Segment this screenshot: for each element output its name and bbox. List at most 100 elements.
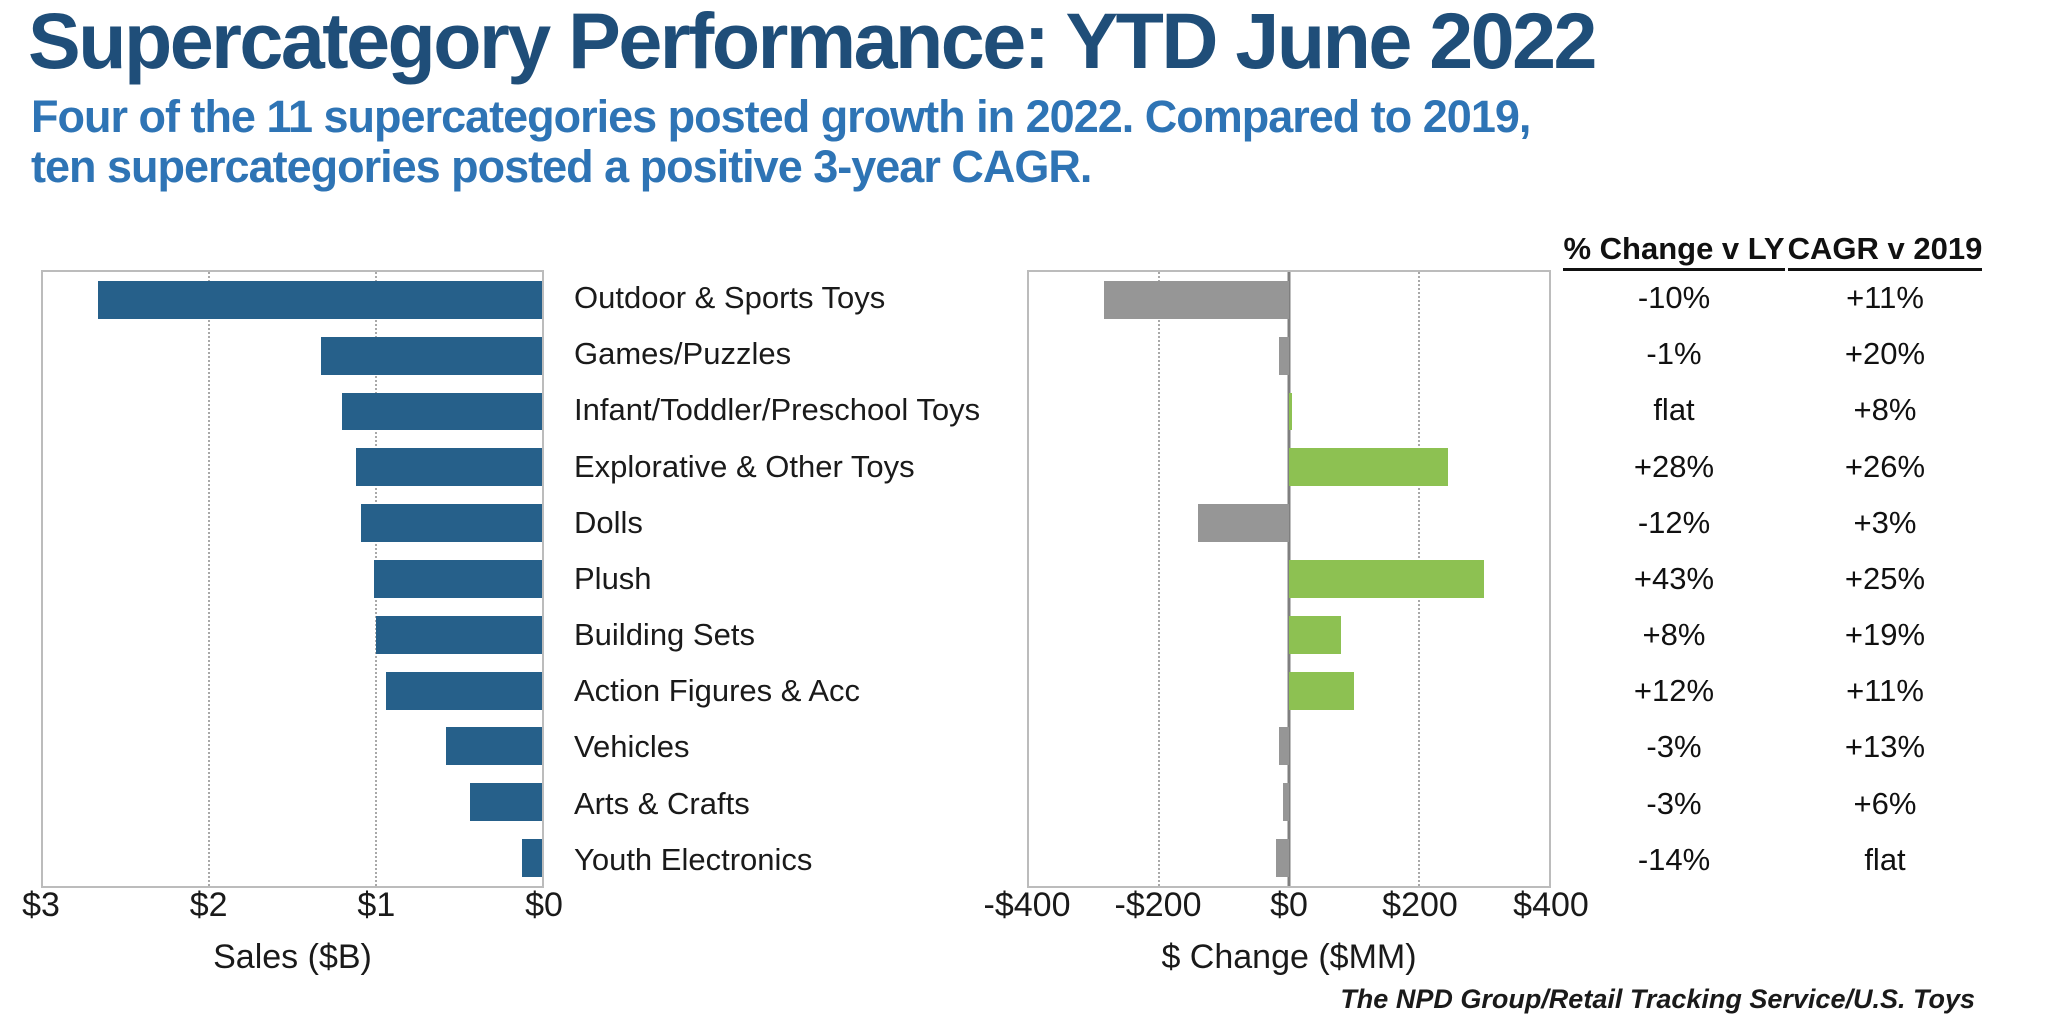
category-label-arts-crafts: Arts & Crafts	[574, 785, 750, 821]
sales-axis-tick-1: $1	[357, 886, 396, 924]
sales-bar-dolls	[360, 504, 542, 543]
sales-bar-infant-toddler-preschool-toys	[342, 392, 542, 431]
pct-change-value-outdoor-sports-toys: -10%	[1637, 280, 1711, 316]
page-title: Supercategory Performance: YTD June 2022	[28, 0, 1598, 85]
change-chart-plot	[1027, 270, 1551, 888]
change-bar-row-outdoor-sports-toys	[1029, 272, 1549, 328]
category-label-outdoor-sports-toys: Outdoor & Sports Toys	[574, 280, 886, 316]
cagr-value-vehicles: +13%	[1844, 729, 1926, 765]
page-subtitle-line1: Four of the 11 supercategories posted gr…	[31, 91, 1531, 142]
sales-bar-row-youth-electronics	[43, 830, 542, 886]
category-labels: Outdoor & Sports Toys Games/Puzzles Infant…	[574, 270, 1024, 888]
cagr-value-games-puzzles: +20%	[1844, 336, 1926, 372]
sales-bar-youth-electronics	[522, 839, 542, 878]
change-bar-building-sets	[1289, 615, 1341, 654]
change-bar-row-infant-toddler-preschool-toys	[1029, 384, 1549, 440]
sales-axis-title: Sales ($B)	[213, 938, 372, 976]
change-bar-row-youth-electronics	[1029, 830, 1549, 886]
category-label-plush: Plush	[574, 560, 652, 596]
pct-change-value-vehicles: -3%	[1646, 729, 1702, 765]
sales-bar-vehicles	[445, 727, 542, 766]
pct-change-value-action-figures-acc: +12%	[1633, 673, 1715, 709]
sales-bar-row-arts-crafts	[43, 774, 542, 830]
category-label-vehicles: Vehicles	[574, 729, 690, 765]
sales-bar-action-figures-acc	[385, 671, 542, 710]
change-bar-row-dolls	[1029, 495, 1549, 551]
change-bar-plush	[1289, 560, 1484, 598]
change-bar-row-games-puzzles	[1029, 328, 1549, 384]
sales-bar-row-vehicles	[43, 719, 542, 775]
change-bar-vehicles	[1279, 727, 1289, 766]
change-axis-tick-200: -$200	[1114, 886, 1202, 924]
pct-change-value-explorative-other-toys: +28%	[1633, 448, 1715, 484]
change-bar-infant-toddler-preschool-toys	[1289, 392, 1292, 431]
sales-chart-plot	[41, 270, 544, 888]
change-axis-tick-200: $200	[1382, 886, 1458, 924]
change-bar-row-explorative-other-toys	[1029, 439, 1549, 495]
category-label-action-figures-acc: Action Figures & Acc	[574, 673, 861, 709]
change-bar-explorative-other-toys	[1289, 448, 1449, 487]
change-axis-title: $ Change ($MM)	[1161, 938, 1417, 976]
sales-bar-row-outdoor-sports-toys	[43, 272, 542, 328]
sales-axis-tick-2: $2	[189, 886, 228, 924]
gridline	[1158, 272, 1160, 886]
change-bar-games-puzzles	[1279, 336, 1289, 375]
page-subtitle: Four of the 11 supercategories posted gr…	[31, 91, 1531, 193]
cagr-column: +11% +20% +8% +26% +3% +25% +19% +11% +13% +6% fla…	[1775, 270, 1995, 888]
sales-bar-row-plush	[43, 551, 542, 607]
sales-bar-building-sets	[375, 615, 542, 654]
change-bar-action-figures-acc	[1289, 671, 1354, 710]
change-bar-row-building-sets	[1029, 607, 1549, 663]
pct-change-value-games-puzzles: -1%	[1646, 336, 1702, 372]
pct-change-value-infant-toddler-preschool-toys: flat	[1653, 392, 1695, 428]
change-bar-row-arts-crafts	[1029, 774, 1549, 830]
change-bar-row-vehicles	[1029, 719, 1549, 775]
sales-bar-row-action-figures-acc	[43, 663, 542, 719]
cagr-value-youth-electronics: flat	[1864, 841, 1906, 877]
category-label-youth-electronics: Youth Electronics	[574, 841, 813, 877]
change-bar-row-plush	[1029, 551, 1549, 607]
sales-bar-row-building-sets	[43, 607, 542, 663]
change-axis-tick-0: $0	[1270, 886, 1308, 924]
change-axis-tick-400: -$400	[983, 886, 1071, 924]
pct-change-value-plush: +43%	[1633, 560, 1715, 596]
cagr-value-outdoor-sports-toys: +11%	[1846, 280, 1924, 316]
sales-bar-arts-crafts	[470, 783, 542, 822]
change-bar-arts-crafts	[1282, 783, 1289, 822]
pct-change-column: -10% -1% flat +28% -12% +43% +8% +12% -3% -3% -14%	[1558, 270, 1790, 888]
pct-change-value-dolls: -12%	[1637, 504, 1711, 540]
page-subtitle-line2: ten supercategories posted a positive 3-…	[31, 141, 1092, 193]
sales-x-axis-ticks: $3 $2 $1 $0	[22, 886, 563, 930]
category-label-games-puzzles: Games/Puzzles	[574, 336, 792, 372]
category-label-infant-toddler-preschool-toys: Infant/Toddler/Preschool Toys	[574, 392, 981, 428]
sales-bar-explorative-other-toys	[355, 448, 542, 487]
sales-axis-tick-0: $0	[525, 886, 563, 924]
change-bar-dolls	[1198, 504, 1289, 543]
sales-bar-row-games-puzzles	[43, 328, 542, 384]
sales-axis-tick-3: $3	[22, 886, 60, 924]
category-label-dolls: Dolls	[574, 504, 643, 540]
source-attribution: The NPD Group/Retail Tracking Service/U.…	[1340, 984, 1975, 1014]
pct-change-value-building-sets: +8%	[1642, 617, 1706, 653]
pct-change-column-header: % Change v LY	[1558, 231, 1790, 271]
cagr-value-explorative-other-toys: +26%	[1844, 448, 1926, 484]
change-axis-tick-400: $400	[1513, 886, 1589, 924]
category-label-building-sets: Building Sets	[574, 617, 755, 653]
category-label-explorative-other-toys: Explorative & Other Toys	[574, 448, 915, 484]
pct-change-value-youth-electronics: -14%	[1637, 841, 1711, 877]
change-bar-youth-electronics	[1276, 839, 1289, 878]
cagr-column-header: CAGR v 2019	[1775, 231, 1995, 271]
sales-bar-games-puzzles	[320, 336, 542, 375]
sales-bar-plush	[374, 560, 542, 598]
gridline	[208, 272, 211, 886]
cagr-value-dolls: +3%	[1853, 504, 1917, 540]
change-bar-row-action-figures-acc	[1029, 663, 1549, 719]
cagr-value-action-figures-acc: +11%	[1846, 673, 1924, 709]
cagr-value-plush: +25%	[1844, 560, 1926, 596]
cagr-value-building-sets: +19%	[1844, 617, 1926, 653]
sales-bar-row-dolls	[43, 495, 542, 551]
cagr-value-arts-crafts: +6%	[1853, 785, 1917, 821]
change-bar-outdoor-sports-toys	[1103, 280, 1289, 319]
change-x-axis-ticks: -$400 -$200 $0 $200 $400	[984, 886, 1589, 930]
